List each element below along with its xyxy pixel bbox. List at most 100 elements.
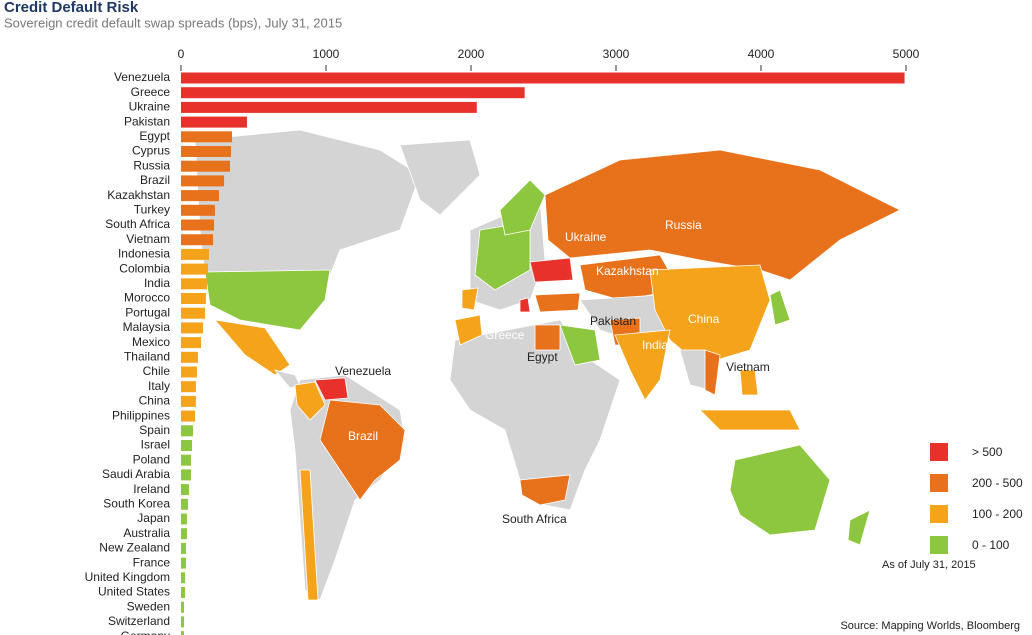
category-label: Kazakhstan — [107, 188, 170, 202]
bar — [181, 587, 186, 598]
category-label: Ukraine — [129, 100, 171, 114]
note: As of July 31, 2015 — [882, 559, 976, 571]
bar — [181, 278, 207, 290]
category-label: Russia — [133, 158, 170, 172]
world-map — [194, 129, 901, 601]
bar — [181, 204, 215, 216]
map-label: India — [642, 338, 668, 352]
category-label: United States — [98, 585, 170, 599]
bar — [181, 337, 202, 349]
category-label: Egypt — [139, 129, 170, 143]
category-label: Greece — [131, 85, 171, 99]
map-label: Brazil — [348, 429, 378, 443]
bar — [181, 454, 192, 466]
category-label: Germany — [121, 629, 170, 635]
category-label: Morocco — [124, 291, 170, 305]
bar — [181, 87, 525, 99]
map-label: Ukraine — [565, 230, 607, 244]
category-label: Israel — [141, 438, 170, 452]
category-label: Italy — [148, 379, 170, 393]
category-label: Spain — [139, 423, 170, 437]
bar — [181, 410, 196, 422]
bar — [181, 131, 233, 143]
map-label: Egypt — [527, 350, 558, 364]
category-label: Indonesia — [118, 247, 170, 261]
category-label: Japan — [137, 511, 170, 525]
bar — [181, 293, 206, 304]
category-label: Philippines — [112, 408, 170, 422]
bar — [181, 366, 197, 378]
category-label: Australia — [123, 526, 170, 540]
bar — [181, 469, 192, 481]
map-label: Russia — [665, 218, 702, 232]
source: Source: Mapping Worlds, Bloomberg — [840, 620, 1020, 632]
legend-swatch — [930, 443, 948, 461]
x-tick-label: 2000 — [458, 47, 485, 61]
category-label: Brazil — [140, 173, 170, 187]
map-label: Greece — [485, 328, 525, 342]
bar — [181, 542, 186, 554]
legend-label: 0 - 100 — [972, 538, 1010, 552]
bar — [181, 219, 215, 231]
bar — [181, 263, 208, 275]
legend-label: 200 - 500 — [972, 476, 1023, 490]
bar — [181, 425, 194, 437]
category-label: Vietnam — [126, 232, 170, 246]
category-label: Sweden — [127, 599, 170, 613]
category-label: Cyprus — [132, 144, 170, 158]
map-label: Venezuela — [335, 364, 391, 378]
map-label: China — [688, 312, 720, 326]
category-label: Colombia — [119, 261, 170, 275]
category-label: China — [139, 394, 171, 408]
bar — [181, 572, 186, 584]
bar — [181, 484, 189, 496]
bar — [181, 175, 225, 187]
chart-subtitle: Sovereign credit default swap spreads (b… — [4, 15, 342, 30]
bar — [181, 395, 196, 407]
category-label: United Kingdom — [85, 570, 170, 584]
category-label: Turkey — [134, 202, 170, 216]
category-label: Chile — [143, 364, 171, 378]
category-label: Venezuela — [114, 70, 170, 84]
bar — [181, 72, 905, 84]
category-label: Thailand — [124, 349, 170, 363]
bar — [181, 601, 185, 613]
bar — [181, 322, 204, 334]
legend-label: 100 - 200 — [972, 507, 1023, 521]
category-label: France — [133, 555, 171, 569]
bar — [181, 440, 193, 451]
bar — [181, 160, 231, 172]
legend-swatch — [930, 536, 948, 554]
map-label: Vietnam — [726, 360, 770, 374]
x-tick-label: 3000 — [603, 47, 630, 61]
bar — [181, 190, 219, 202]
chart-title: Credit Default Risk — [4, 0, 139, 16]
category-label: Mexico — [132, 335, 170, 349]
bar — [181, 234, 214, 246]
category-label: Portugal — [125, 305, 170, 319]
bar — [181, 307, 206, 319]
bar — [181, 351, 198, 363]
legend-label: > 500 — [972, 445, 1003, 459]
category-label: Switzerland — [108, 614, 170, 628]
bar — [181, 498, 188, 510]
bar — [181, 381, 196, 393]
map-label: Pakistan — [590, 314, 636, 328]
bar — [181, 513, 187, 525]
x-tick-label: 5000 — [893, 47, 920, 61]
x-tick-label: 0 — [178, 47, 185, 61]
bar — [181, 616, 185, 628]
bar — [181, 116, 247, 128]
bar — [181, 631, 185, 635]
bar — [181, 528, 187, 540]
category-label: South Korea — [103, 496, 170, 510]
bar — [181, 248, 209, 260]
legend-swatch — [930, 505, 948, 523]
map-label: Kazakhstan — [596, 264, 659, 278]
bar — [181, 557, 186, 569]
bar — [181, 101, 477, 113]
legend-swatch — [930, 474, 948, 492]
category-label: Saudi Arabia — [102, 467, 170, 481]
